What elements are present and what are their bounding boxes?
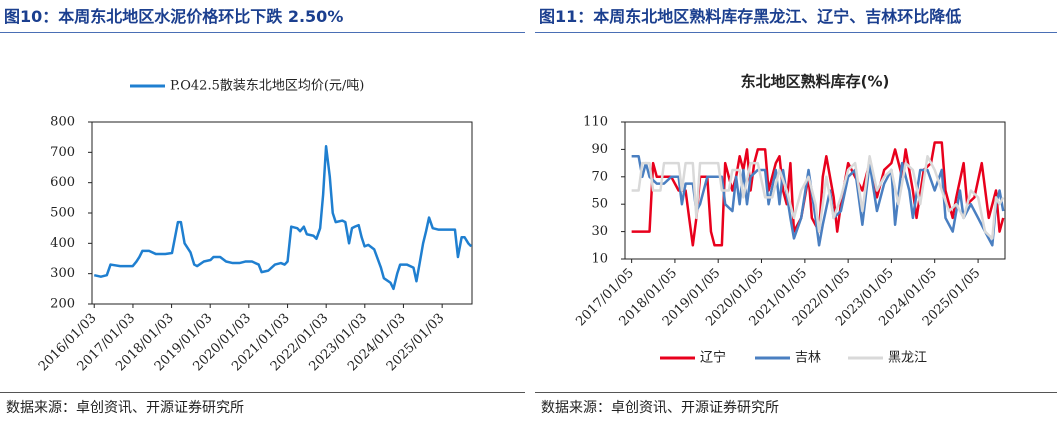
chart-title: 东北地区熟料库存(%) [741,73,890,91]
y-tick-label: 300 [50,266,75,281]
panel: 图10：本周东北地区水泥价格环比下跌 2.50% 200 300 400 500 600… [0,0,525,420]
series-line [631,155,1005,247]
plot-frame [624,121,1006,260]
series-line [631,155,1005,240]
y-tick-label: 70 [591,169,608,184]
y-tick-label: 600 [50,175,75,190]
legend-label: P.O42.5散装东北地区均价(元/吨) [170,79,364,94]
y-tick-label: 90 [591,142,608,157]
chart: 2003004005006007008002016/01/032017/01/0… [36,79,473,374]
y-tick-label: 50 [591,197,608,212]
y-tick-label: 30 [591,224,608,239]
y-tick-label: 800 [50,115,75,130]
figure-heading: 图11：本周东北地区熟料库存黑龙江、辽宁、吉林环比降低 [535,0,1057,33]
y-tick-label: 400 [50,236,75,251]
y-tick-label: 110 [583,115,608,130]
series-line [93,145,473,291]
y-tick-label: 200 [50,297,75,312]
figure-heading: 图10：本周东北地区水泥价格环比下跌 2.50% [0,0,525,33]
y-tick-label: 700 [50,145,75,160]
source-note: 数据来源：卓创资讯、开源证券研究所 [535,392,1057,421]
legend-label: 黑龙江 [888,351,927,366]
y-tick-label: 10 [591,252,608,267]
y-tick-label: 500 [50,206,75,221]
legend-label: 辽宁 [700,350,726,366]
panel: 图11：本周东北地区熟料库存黑龙江、辽宁、吉林环比降低 东北地区熟料库存(%) 1… [535,0,1057,420]
chart: 东北地区熟料库存(%)10305070901102017/01/052018/0… [573,73,1006,366]
legend-label: 吉林 [795,351,821,366]
source-note: 数据来源：卓创资讯、开源证券研究所 [0,392,525,421]
